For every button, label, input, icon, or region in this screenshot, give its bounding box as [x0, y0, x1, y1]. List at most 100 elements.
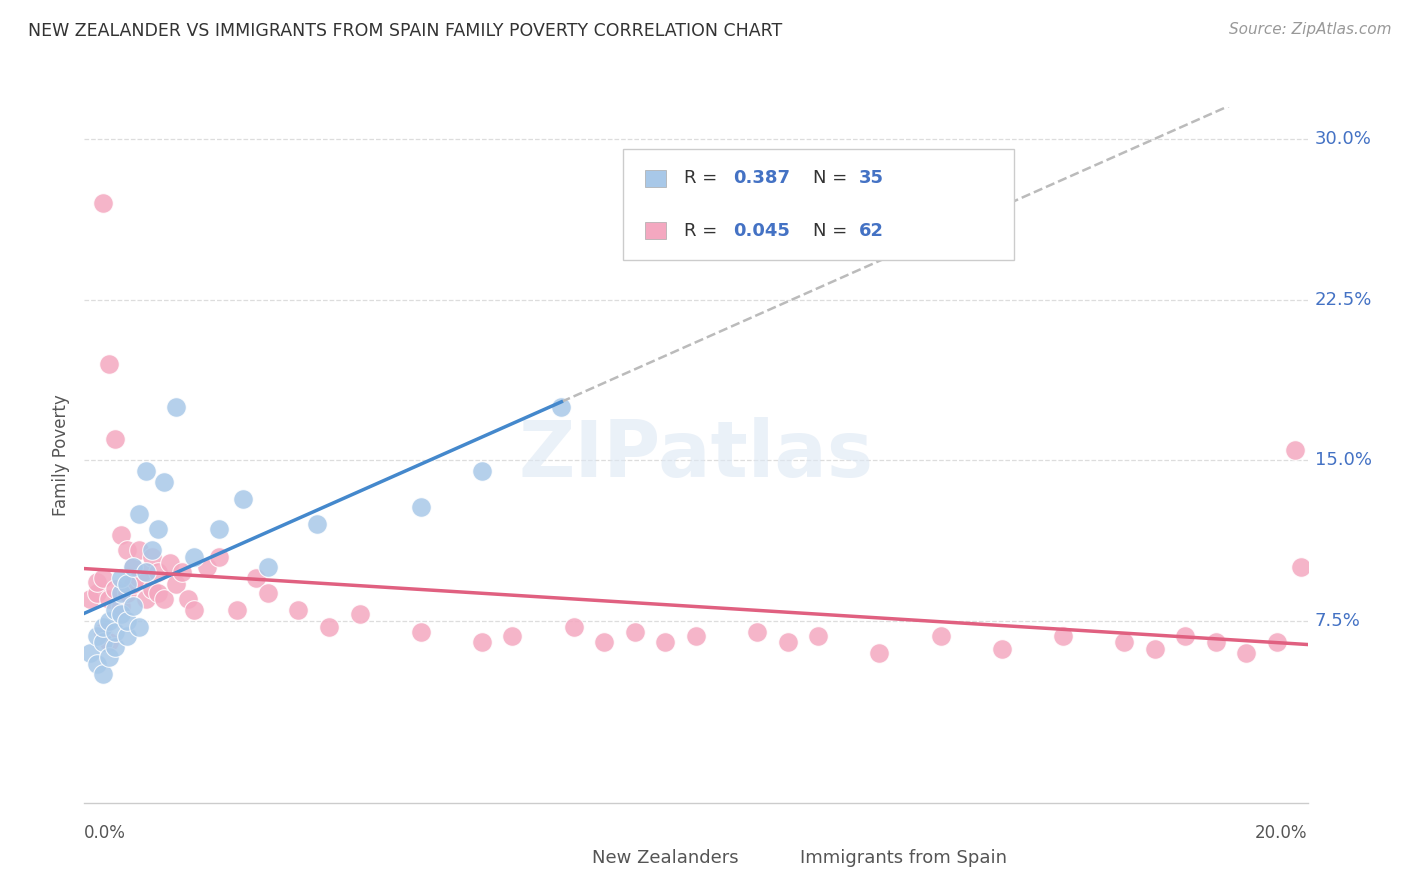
Point	[122, 560, 145, 574]
Point	[1114, 635, 1136, 649]
Point	[135, 464, 157, 478]
Point	[305, 517, 328, 532]
Point	[1143, 641, 1166, 656]
Text: NEW ZEALANDER VS IMMIGRANTS FROM SPAIN FAMILY POVERTY CORRELATION CHART: NEW ZEALANDER VS IMMIGRANTS FROM SPAIN F…	[28, 22, 782, 40]
Point	[104, 640, 127, 654]
Point	[141, 549, 163, 564]
Point	[550, 400, 572, 414]
Point	[128, 620, 150, 634]
Point	[146, 565, 169, 579]
Point	[232, 491, 254, 506]
Point	[159, 556, 181, 570]
Point	[135, 565, 157, 579]
Text: R =: R =	[685, 221, 723, 240]
Point	[104, 582, 127, 596]
Point	[97, 635, 120, 649]
Point	[869, 646, 891, 660]
Point	[115, 543, 138, 558]
Point	[86, 575, 108, 590]
Point	[91, 196, 114, 211]
Point	[141, 543, 163, 558]
Point	[1052, 629, 1074, 643]
Point	[287, 603, 309, 617]
Point	[1284, 442, 1306, 457]
Point	[91, 571, 114, 585]
Point	[115, 586, 138, 600]
Point	[146, 586, 169, 600]
Point	[104, 603, 127, 617]
Point	[409, 500, 432, 515]
Text: 15.0%: 15.0%	[1315, 451, 1372, 469]
Point	[562, 620, 585, 634]
Point	[807, 629, 830, 643]
Point	[177, 592, 200, 607]
Point	[409, 624, 432, 639]
Point	[128, 543, 150, 558]
Text: R =: R =	[685, 169, 723, 187]
Point	[685, 629, 707, 643]
Point	[245, 571, 267, 585]
Point	[593, 635, 616, 649]
Point	[153, 592, 176, 607]
Point	[122, 577, 145, 591]
Point	[79, 646, 101, 660]
Text: Source: ZipAtlas.com: Source: ZipAtlas.com	[1229, 22, 1392, 37]
Point	[135, 565, 157, 579]
Text: 35: 35	[859, 169, 884, 187]
Text: 0.387: 0.387	[734, 169, 790, 187]
Point	[128, 507, 150, 521]
Point	[91, 624, 114, 639]
Point	[624, 624, 647, 639]
Point	[1174, 629, 1197, 643]
Text: N =: N =	[813, 169, 853, 187]
Point	[86, 586, 108, 600]
Point	[122, 560, 145, 574]
Point	[349, 607, 371, 622]
Point	[115, 577, 138, 591]
Point	[183, 603, 205, 617]
Point	[91, 635, 114, 649]
Text: New Zealanders: New Zealanders	[592, 849, 738, 867]
Point	[776, 635, 799, 649]
Point	[91, 667, 114, 681]
Point	[471, 635, 494, 649]
Point	[1291, 560, 1313, 574]
Text: Family Poverty: Family Poverty	[52, 394, 70, 516]
Point	[208, 549, 231, 564]
Point	[110, 586, 132, 600]
Point	[104, 624, 127, 639]
Point	[86, 657, 108, 671]
Point	[226, 603, 249, 617]
Text: Immigrants from Spain: Immigrants from Spain	[800, 849, 1007, 867]
Point	[115, 614, 138, 628]
Point	[747, 624, 769, 639]
Text: 22.5%: 22.5%	[1315, 291, 1372, 309]
Point	[183, 549, 205, 564]
Point	[135, 592, 157, 607]
Point	[195, 560, 218, 574]
Point	[146, 522, 169, 536]
Point	[97, 614, 120, 628]
Point	[110, 528, 132, 542]
Point	[208, 522, 231, 536]
Text: 7.5%: 7.5%	[1315, 612, 1361, 630]
Point	[257, 560, 280, 574]
Point	[115, 629, 138, 643]
Point	[153, 475, 176, 489]
Point	[1234, 646, 1257, 660]
Point	[97, 592, 120, 607]
Point	[110, 607, 132, 622]
Point	[318, 620, 340, 634]
Point	[502, 629, 524, 643]
Point	[257, 586, 280, 600]
Point	[991, 641, 1014, 656]
Point	[471, 464, 494, 478]
Text: 30.0%: 30.0%	[1315, 130, 1371, 148]
Point	[1265, 635, 1288, 649]
Text: N =: N =	[813, 221, 853, 240]
Point	[122, 599, 145, 613]
Text: 0.0%: 0.0%	[84, 824, 127, 842]
Point	[172, 565, 194, 579]
FancyBboxPatch shape	[623, 149, 1014, 260]
Point	[110, 571, 132, 585]
